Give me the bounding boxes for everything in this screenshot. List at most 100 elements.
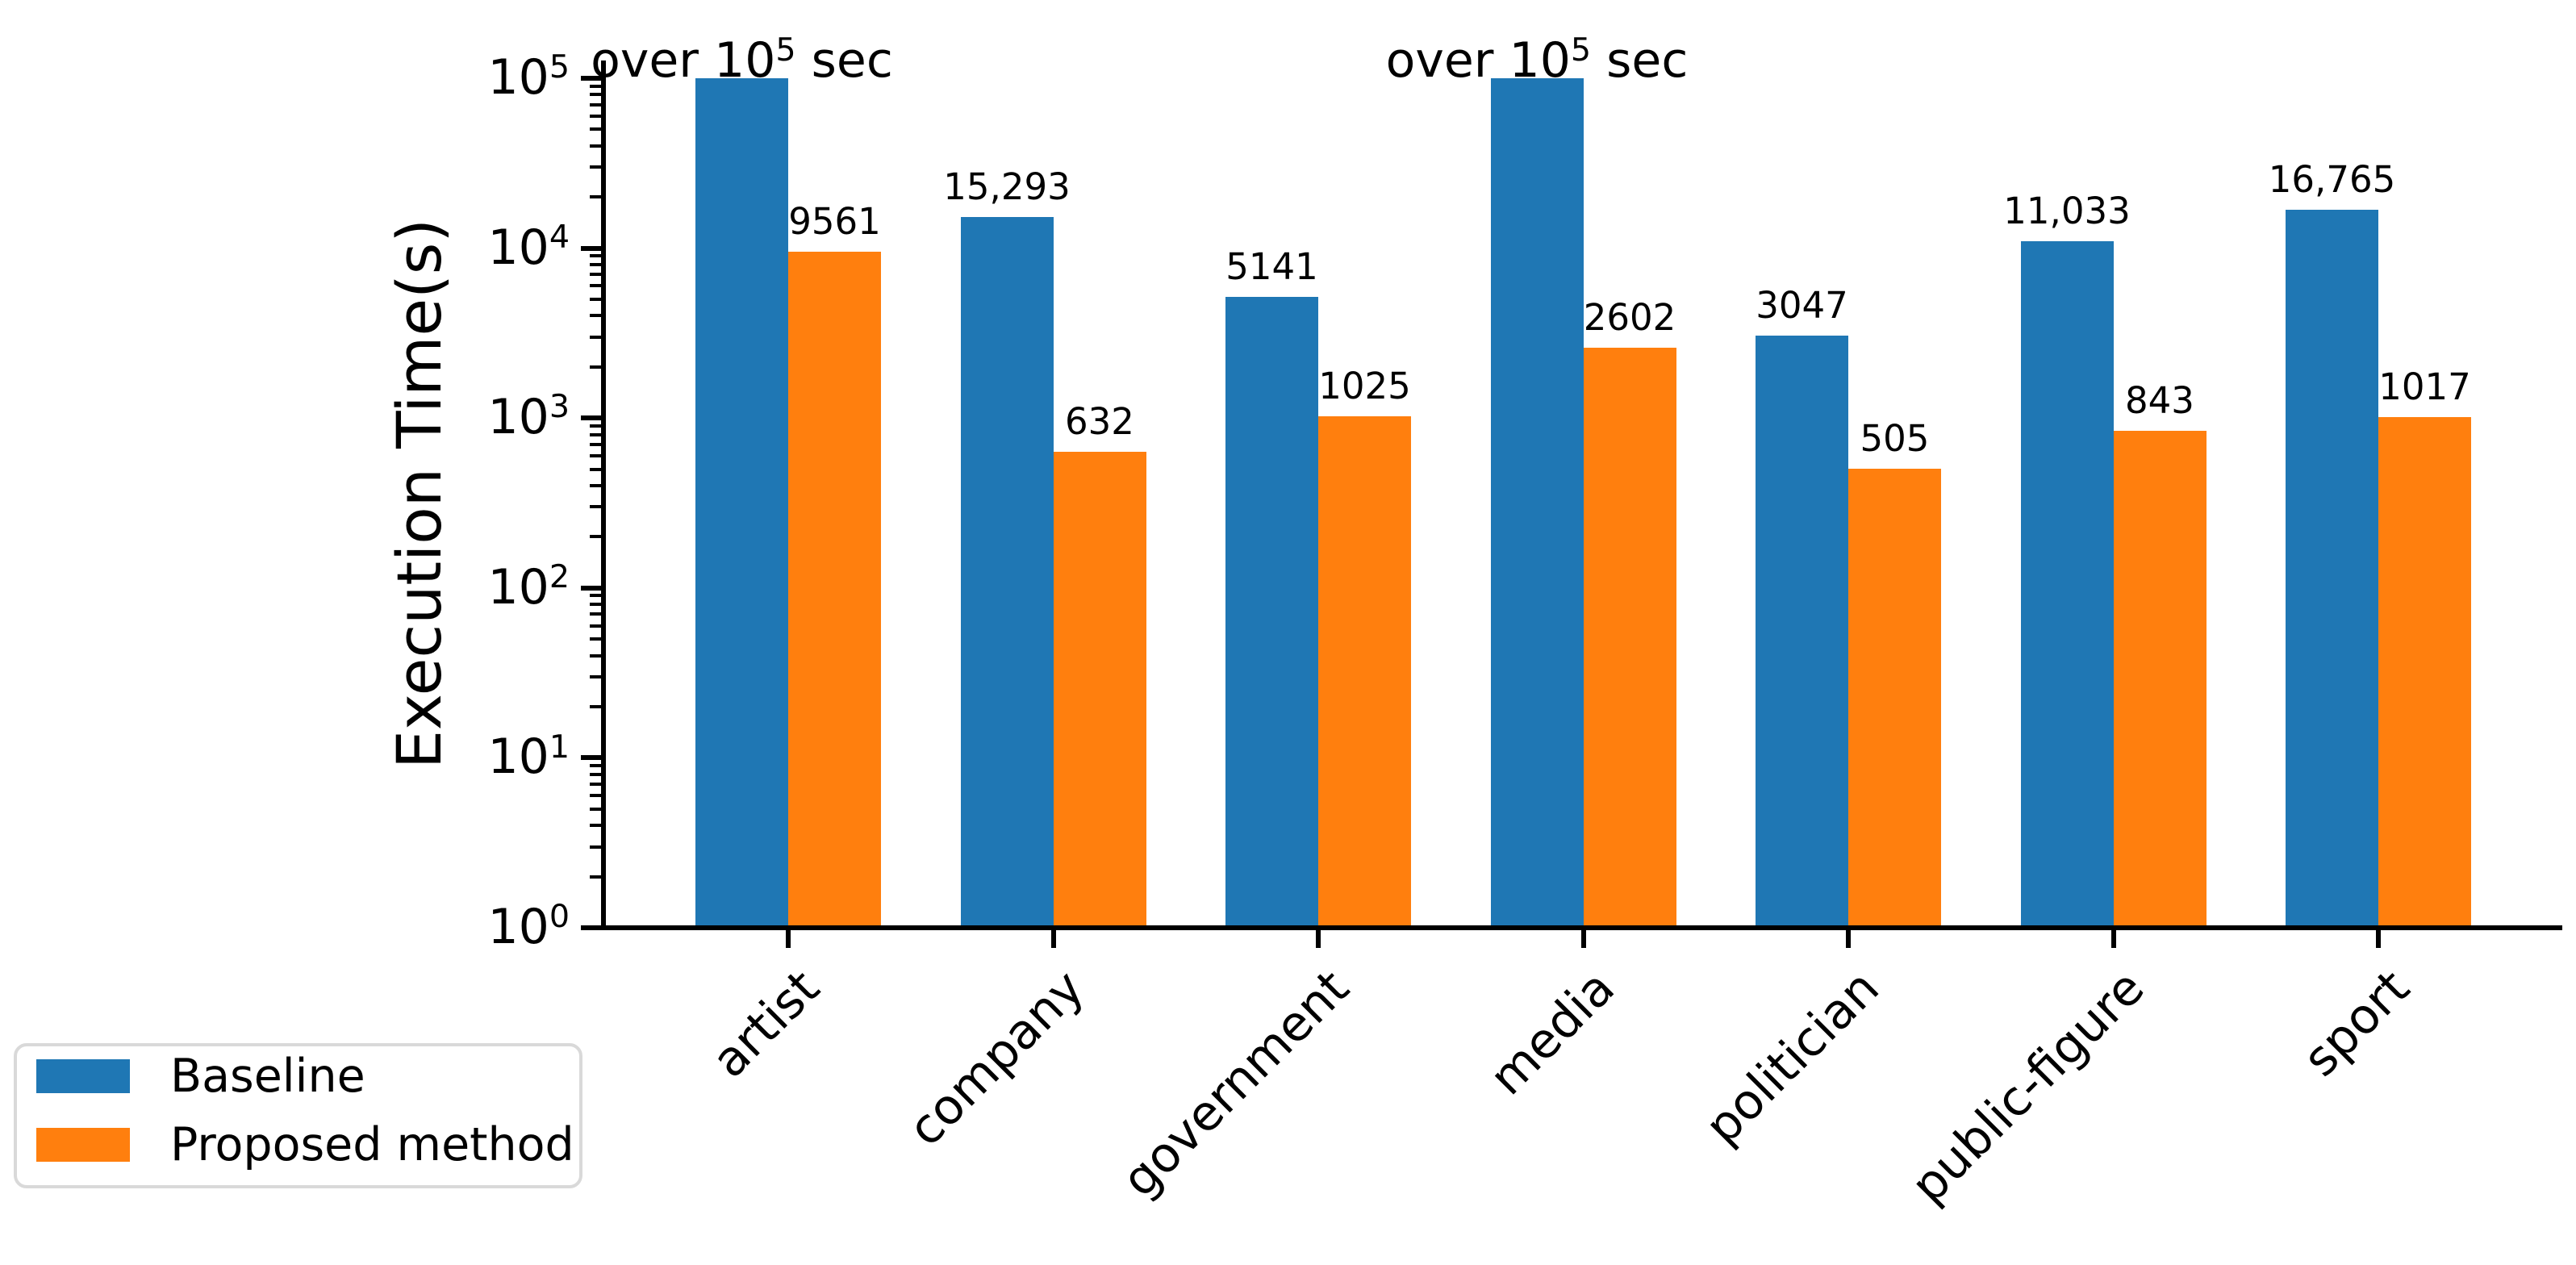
legend-label-baseline: Baseline bbox=[170, 1049, 365, 1103]
y-minor-tick bbox=[590, 624, 601, 628]
x-tick bbox=[1580, 930, 1586, 948]
y-minor-tick bbox=[590, 84, 601, 88]
bar bbox=[695, 78, 788, 930]
x-tick-label-text: sport bbox=[2292, 959, 2420, 1088]
y-minor-tick bbox=[590, 297, 601, 301]
y-minor-tick bbox=[590, 114, 601, 118]
legend-label-proposed: Proposed method bbox=[170, 1117, 574, 1171]
bar-value-label: 2602 bbox=[1583, 295, 1676, 339]
bar bbox=[2113, 430, 2207, 930]
y-minor-tick bbox=[590, 314, 601, 318]
y-minor-tick bbox=[590, 453, 601, 457]
y-minor-tick bbox=[590, 783, 601, 787]
x-tick bbox=[1050, 930, 1056, 948]
y-axis-title-text: Execution Time(s) bbox=[383, 219, 455, 769]
y-axis-spine bbox=[601, 61, 606, 930]
y-minor-tick bbox=[590, 93, 601, 97]
bar bbox=[1225, 297, 1318, 930]
bar-value-label: 632 bbox=[1065, 400, 1134, 444]
legend-entry-proposed: Proposed method bbox=[36, 1121, 574, 1167]
x-tick-label-text: company bbox=[897, 959, 1096, 1158]
y-tick bbox=[581, 585, 601, 591]
y-tick-label: 100 bbox=[487, 898, 570, 955]
y-minor-tick bbox=[590, 772, 601, 776]
bar bbox=[788, 251, 881, 930]
bar-value-label: over 105 sec bbox=[1385, 31, 1689, 89]
y-tick bbox=[581, 755, 601, 761]
y-minor-tick bbox=[590, 603, 601, 607]
bar bbox=[960, 216, 1054, 930]
x-tick-label-text: government bbox=[1111, 959, 1360, 1209]
y-tick bbox=[581, 925, 601, 930]
y-tick bbox=[581, 245, 601, 251]
bar-value-label: over 105 sec bbox=[591, 31, 893, 89]
y-minor-tick bbox=[590, 424, 601, 428]
y-minor-tick bbox=[590, 144, 601, 148]
x-tick bbox=[1316, 930, 1321, 948]
bar bbox=[1318, 415, 1411, 930]
x-tick-label-text: media bbox=[1478, 959, 1626, 1107]
y-minor-tick bbox=[590, 845, 601, 849]
bar bbox=[1053, 452, 1146, 930]
bar-value-label: 15,293 bbox=[943, 165, 1071, 208]
y-minor-tick bbox=[590, 794, 601, 798]
y-tick-label: 104 bbox=[487, 218, 570, 276]
y-minor-tick bbox=[590, 705, 601, 708]
y-tick-label: 103 bbox=[487, 388, 570, 445]
bar-value-label: 9561 bbox=[788, 199, 881, 243]
y-minor-tick bbox=[590, 442, 601, 446]
bar bbox=[2286, 210, 2378, 930]
y-minor-tick bbox=[590, 335, 601, 339]
bar bbox=[2020, 240, 2114, 930]
y-tick-label: 101 bbox=[487, 728, 570, 786]
y-minor-tick bbox=[590, 807, 601, 811]
bar-value-label: 16,765 bbox=[2268, 158, 2396, 202]
legend-swatch-baseline bbox=[36, 1059, 130, 1093]
y-minor-tick bbox=[590, 535, 601, 539]
bar bbox=[2378, 416, 2471, 930]
x-tick-label-text: politician bbox=[1694, 959, 1890, 1155]
y-minor-tick bbox=[590, 165, 601, 169]
bar-value-label: 505 bbox=[1860, 416, 1930, 460]
y-minor-tick bbox=[590, 875, 601, 879]
y-minor-tick bbox=[590, 254, 601, 258]
y-minor-tick bbox=[590, 674, 601, 678]
y-minor-tick bbox=[590, 127, 601, 132]
bar bbox=[1490, 78, 1584, 930]
y-minor-tick bbox=[590, 263, 601, 266]
bar bbox=[1848, 468, 1941, 930]
bar-value-label: 11,033 bbox=[2003, 189, 2131, 232]
legend-swatch-proposed bbox=[36, 1128, 130, 1162]
bar-value-label: 843 bbox=[2125, 378, 2194, 422]
y-minor-tick bbox=[590, 432, 601, 436]
y-tick-label: 105 bbox=[487, 48, 570, 106]
bar-value-label: 3047 bbox=[1756, 284, 1848, 328]
x-tick bbox=[1846, 930, 1851, 948]
x-tick bbox=[2376, 930, 2381, 948]
y-minor-tick bbox=[590, 824, 601, 828]
y-minor-tick bbox=[590, 653, 601, 658]
y-minor-tick bbox=[590, 102, 601, 106]
y-tick bbox=[581, 76, 601, 81]
bar-value-label: 5141 bbox=[1225, 245, 1318, 289]
x-tick-label-text: public-figure bbox=[1900, 959, 2156, 1215]
x-tick bbox=[786, 930, 791, 948]
y-minor-tick bbox=[590, 195, 601, 199]
y-tick bbox=[581, 415, 601, 421]
bar-value-label: 1017 bbox=[2378, 365, 2471, 408]
y-minor-tick bbox=[590, 637, 601, 641]
y-minor-tick bbox=[590, 284, 601, 288]
bar bbox=[1583, 347, 1676, 930]
y-minor-tick bbox=[590, 467, 601, 471]
bar-value-label: 1025 bbox=[1318, 364, 1411, 407]
x-axis-spine bbox=[601, 925, 2562, 930]
legend: Baseline Proposed method bbox=[14, 1043, 582, 1188]
y-minor-tick bbox=[590, 365, 601, 369]
y-minor-tick bbox=[590, 484, 601, 487]
y-minor-tick bbox=[590, 273, 601, 277]
x-tick-label-text: artist bbox=[700, 959, 830, 1089]
y-minor-tick bbox=[590, 505, 601, 509]
y-minor-tick bbox=[590, 612, 601, 616]
x-tick bbox=[2110, 930, 2116, 948]
